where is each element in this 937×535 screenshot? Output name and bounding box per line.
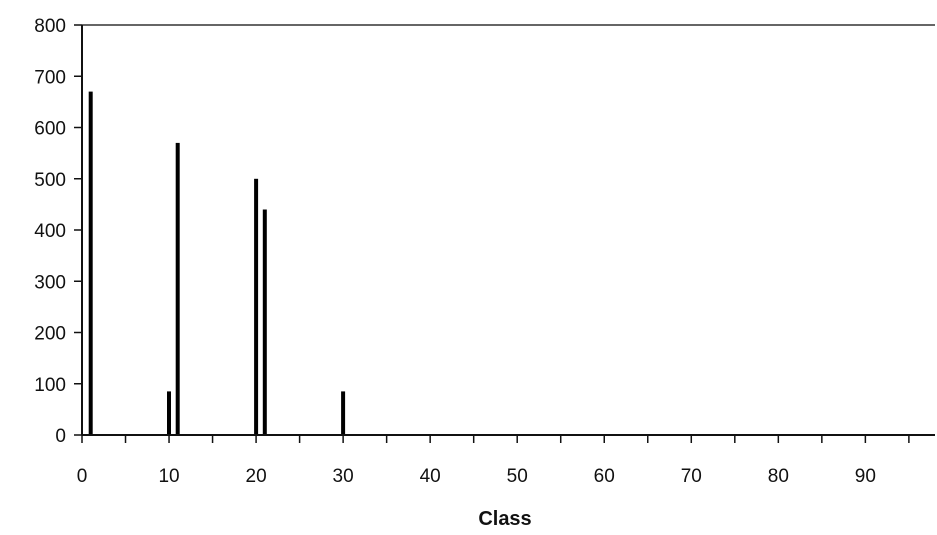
x-tick-label-40: 40 (420, 466, 441, 487)
y-tick-label-700: 700 (34, 67, 66, 88)
y-tick-label-800: 800 (34, 16, 66, 37)
bar-class-20 (254, 178, 259, 436)
y-tick-label-300: 300 (34, 272, 66, 293)
y-tick-label-200: 200 (34, 324, 66, 345)
x-axis-ticks: 0 10 20 30 40 50 60 70 80 90 (77, 435, 910, 487)
bar-class-21 (262, 209, 267, 435)
bar-class-1 (88, 91, 93, 435)
x-tick-label-70: 70 (681, 466, 702, 487)
bars (88, 91, 346, 436)
y-tick-label-600: 600 (34, 119, 66, 140)
x-tick-label-60: 60 (594, 466, 615, 487)
x-tick-label-50: 50 (507, 466, 528, 487)
bar-class-11 (175, 142, 180, 435)
bar-class-30 (341, 391, 346, 435)
bar-class-10 (167, 391, 171, 435)
x-axis-title: Class (478, 508, 531, 530)
y-tick-label-100: 100 (34, 375, 66, 396)
x-tick-label-0: 0 (77, 466, 88, 487)
y-tick-label-0: 0 (55, 426, 66, 447)
y-tick-label-500: 500 (34, 170, 66, 191)
x-tick-label-90: 90 (855, 466, 876, 487)
x-tick-label-20: 20 (246, 466, 267, 487)
x-tick-label-30: 30 (333, 466, 354, 487)
y-tick-label-400: 400 (34, 221, 66, 242)
y-axis-ticks: 0 100 200 300 400 500 600 700 800 (34, 16, 82, 447)
x-tick-label-80: 80 (768, 466, 789, 487)
x-tick-label-10: 10 (158, 466, 179, 487)
